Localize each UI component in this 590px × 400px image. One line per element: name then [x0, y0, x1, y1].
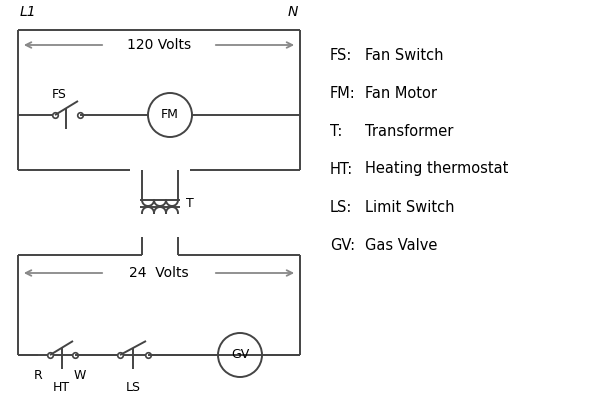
Text: N: N	[288, 5, 298, 19]
Text: HT: HT	[53, 381, 70, 394]
Text: FS: FS	[51, 88, 67, 102]
Text: Heating thermostat: Heating thermostat	[365, 162, 509, 176]
Text: HT:: HT:	[330, 162, 353, 176]
Text: LS:: LS:	[330, 200, 352, 214]
Text: GV:: GV:	[330, 238, 355, 252]
Text: FS:: FS:	[330, 48, 352, 62]
Text: Fan Switch: Fan Switch	[365, 48, 444, 62]
Text: L1: L1	[20, 5, 37, 19]
Text: LS: LS	[126, 381, 140, 394]
Text: Transformer: Transformer	[365, 124, 453, 138]
Text: 120 Volts: 120 Volts	[127, 38, 191, 52]
Text: T:: T:	[330, 124, 342, 138]
Text: T: T	[186, 197, 194, 210]
Text: Limit Switch: Limit Switch	[365, 200, 454, 214]
Text: W: W	[74, 369, 86, 382]
Text: Fan Motor: Fan Motor	[365, 86, 437, 100]
Text: GV: GV	[231, 348, 249, 362]
Text: 24  Volts: 24 Volts	[129, 266, 189, 280]
Text: FM: FM	[161, 108, 179, 122]
Text: R: R	[34, 369, 42, 382]
Text: Gas Valve: Gas Valve	[365, 238, 437, 252]
Text: FM:: FM:	[330, 86, 356, 100]
